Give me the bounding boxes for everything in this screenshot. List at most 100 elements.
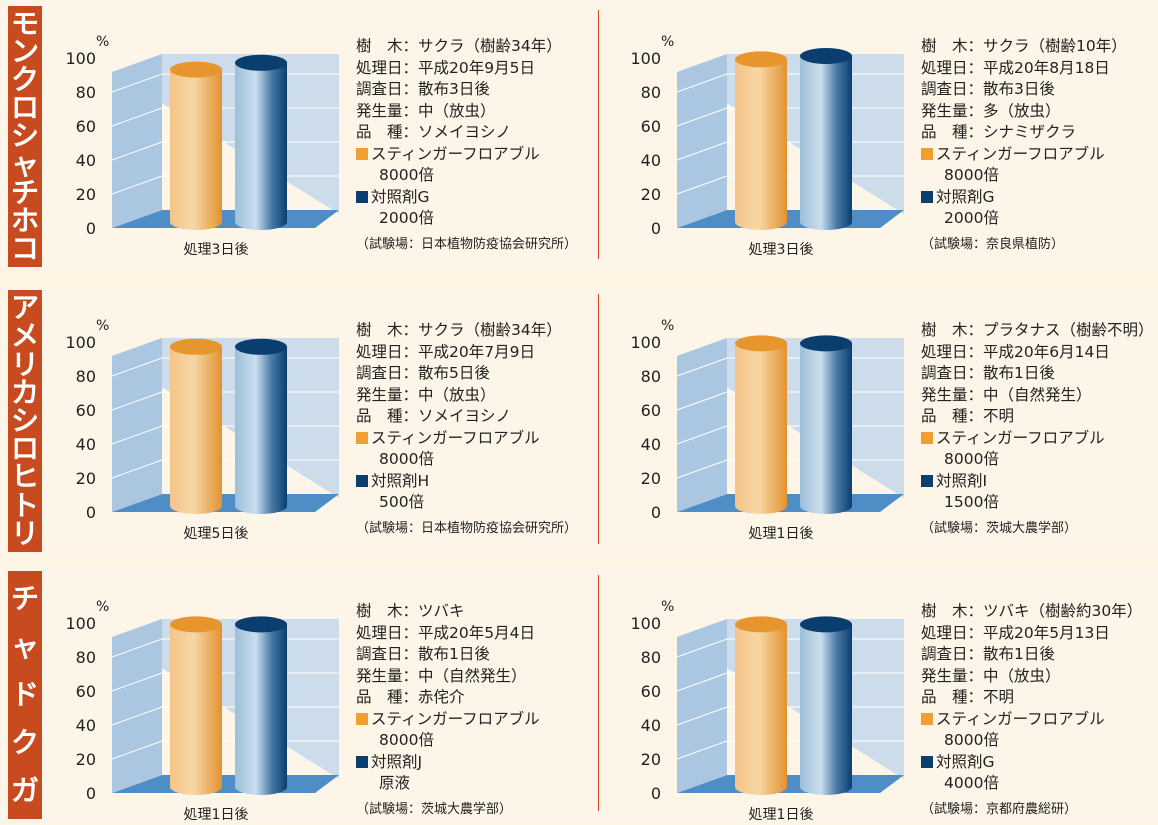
bar-chart: 0 20 40 60 80 100% 処理3日後 — [630, 34, 904, 258]
legend-line: スティンガーフロアブル — [371, 428, 540, 447]
gridline — [111, 73, 163, 93]
y-tick-label: 0 — [86, 219, 96, 238]
gridline — [111, 175, 163, 195]
y-tick-label: 0 — [86, 503, 96, 522]
legend-control: 対照剤J 原液 — [356, 752, 540, 795]
gridline — [676, 706, 728, 726]
y-tick-label: 100 — [65, 614, 96, 633]
bar-chart: 0 20 40 60 80 100% 処理1日後 — [630, 599, 904, 823]
legend-stinger: スティンガーフロアブル 8000倍 — [921, 709, 1142, 752]
info-line: 樹 木：ツバキ — [356, 602, 465, 620]
legend-swatch — [356, 474, 368, 487]
bar-control — [800, 343, 852, 514]
legend-line: 8000倍 — [379, 731, 434, 749]
chart-sidewall — [112, 619, 162, 793]
gridline — [676, 459, 728, 479]
pest-name-char: コ — [10, 231, 39, 265]
bar-chart: 0 20 40 60 80 100% 処理1日後 — [630, 318, 904, 542]
bar-stinger — [735, 59, 787, 231]
info-line: 発生量：中（自然発生） — [921, 385, 1092, 404]
legend-swatch — [356, 190, 368, 203]
legend-swatch — [921, 147, 933, 160]
bar-stinger — [735, 343, 787, 514]
info-line: 調査日：散布5日後 — [356, 364, 490, 382]
bar-top-control — [235, 616, 287, 633]
info-line: 処理日：平成20年8月18日 — [921, 58, 1110, 77]
pest-name-char: ロ — [10, 91, 39, 125]
bar-top-stinger — [170, 616, 222, 633]
y-axis-unit: % — [96, 34, 109, 50]
info-line: 調査日：散布1日後 — [921, 645, 1055, 663]
x-category-label: 処理1日後 — [749, 526, 814, 542]
y-tick-label: 60 — [76, 682, 96, 701]
pest-name-char: ク — [10, 63, 39, 97]
gridline — [111, 638, 163, 658]
bar-top-stinger — [735, 616, 787, 633]
gridline — [111, 425, 163, 445]
info-line: 発生量：多（放虫） — [921, 101, 1061, 120]
info-line: 処理日：平成20年5月4日 — [356, 623, 535, 642]
legend-line: 2000倍 — [944, 209, 999, 227]
chart-sidewall — [112, 54, 162, 228]
legend-control: 対照剤G 2000倍 — [356, 187, 577, 230]
bar-stinger — [170, 624, 222, 795]
bar-top-control — [235, 338, 287, 355]
trial-info: 樹 木：サクラ（樹齢34年） 処理日：平成20年9月5日 調査日：散布3日後 発生量：… — [356, 36, 577, 255]
panel-divider — [598, 294, 599, 544]
legend-line: 2000倍 — [379, 209, 434, 227]
y-tick-label: 80 — [76, 83, 96, 102]
legend-stinger: スティンガーフロアブル 8000倍 — [921, 144, 1127, 187]
legend-text: スティンガーフロアブル 8000倍 — [936, 144, 1105, 187]
y-tick-label: 100 — [65, 333, 96, 352]
y-tick-label: 0 — [86, 784, 96, 803]
bar-top-control — [800, 48, 852, 64]
bar-control — [800, 56, 852, 230]
gridline — [676, 672, 728, 692]
pest-name-char: ホ — [10, 203, 39, 237]
y-tick-label: 40 — [641, 435, 661, 454]
y-tick-label: 20 — [641, 469, 661, 488]
bar-top-control — [800, 335, 852, 352]
gridline — [111, 706, 163, 726]
y-tick-label: 0 — [651, 219, 661, 238]
pest-name-char: ア — [10, 291, 39, 325]
x-category-label: 処理1日後 — [749, 807, 814, 823]
y-axis-unit: % — [661, 599, 674, 615]
y-tick-label: 40 — [76, 716, 96, 735]
legend-line: 8000倍 — [379, 450, 434, 468]
legend-stinger: スティンガーフロアブル 8000倍 — [921, 428, 1154, 471]
bar-control — [235, 62, 287, 230]
bar-chart: 0 20 40 60 80 100% 処理5日後 — [65, 318, 339, 542]
y-axis-unit: % — [96, 318, 109, 334]
pest-name-sidebar: チャドクガ — [8, 571, 42, 819]
test-site-source: （試験場：茨城大農学部） — [921, 520, 1078, 536]
result-panel: 0 20 40 60 80 100% 処理3日後 樹 木：サクラ（樹齢10年） 処理日：平成20… — [617, 0, 1157, 271]
info-line: 処理日：平成20年7月9日 — [356, 342, 535, 361]
legend-line: 4000倍 — [944, 774, 999, 792]
legend-swatch — [921, 190, 933, 203]
bar-top-stinger — [170, 338, 222, 355]
bar-top-stinger — [735, 51, 787, 68]
pest-name-char: シ — [10, 403, 39, 437]
legend-line: 対照剤G — [936, 187, 995, 206]
legend-line: 対照剤J — [371, 752, 423, 771]
legend-line: 8000倍 — [379, 166, 434, 184]
test-site-source: （試験場：奈良県植防） — [921, 236, 1065, 252]
y-tick-label: 60 — [641, 117, 661, 136]
y-tick-label: 20 — [76, 185, 96, 204]
legend-text: 対照剤I 1500倍 — [936, 471, 999, 514]
test-site-source: （試験場：京都府農総研） — [921, 801, 1078, 817]
y-tick-label: 20 — [641, 750, 661, 769]
trial-info: 樹 木：サクラ（樹齢34年） 処理日：平成20年7月9日 調査日：散布5日後 発生量：… — [356, 320, 577, 539]
info-line: 品 種：不明 — [921, 407, 1015, 425]
gridline — [676, 175, 728, 195]
legend-text: 対照剤H 500倍 — [371, 471, 429, 514]
legend-text: スティンガーフロアブル 8000倍 — [371, 428, 540, 471]
legend-control: 対照剤G 4000倍 — [921, 752, 1142, 795]
x-category-label: 処理1日後 — [184, 807, 249, 823]
gridline — [111, 672, 163, 692]
legend-text: 対照剤G 2000倍 — [936, 187, 999, 230]
gridline — [676, 740, 728, 760]
y-axis-unit: % — [96, 599, 109, 615]
legend-line: 対照剤G — [936, 752, 995, 771]
